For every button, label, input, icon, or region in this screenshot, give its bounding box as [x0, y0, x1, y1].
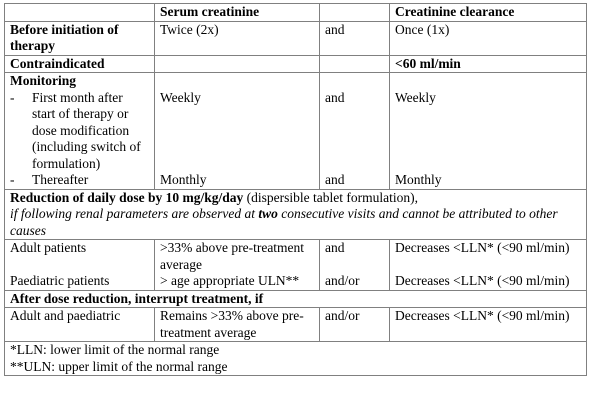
row: After dose reduction, interrupt treatmen… [4, 289, 587, 308]
footnote: *LLN: lower limit of the normal range [10, 342, 220, 357]
footnotes: *LLN: lower limit of the normal range **… [4, 341, 587, 376]
row: Before initiation of therapy Twice (2x) … [4, 20, 587, 56]
header-cell: Serum creatinine [154, 3, 320, 22]
cell [319, 54, 390, 73]
cell: and [319, 20, 390, 56]
cell [319, 3, 390, 22]
section-heading: After dose reduction, interrupt treatmen… [4, 289, 587, 308]
list-item: - First month after start of therapy or d… [10, 90, 149, 173]
row-label: Adult patients [4, 239, 155, 273]
cell [154, 54, 320, 73]
cell: Twice (2x) [154, 20, 320, 56]
row: Adult patients >33% above pre-treatment … [4, 239, 587, 273]
cell: and [319, 172, 390, 190]
footnote: **ULN: upper limit of the normal range [10, 358, 228, 374]
item-label: Thereafter [32, 172, 89, 187]
emphasis: two [258, 206, 278, 221]
cell [319, 72, 390, 90]
row-label: Before initiation of therapy [4, 20, 155, 56]
cell: - Thereafter [4, 172, 155, 190]
marker: - [10, 89, 15, 105]
cell: Decreases <LLN* (<90 ml/min) [389, 307, 587, 342]
row: *LLN: lower limit of the normal range **… [4, 341, 587, 376]
heading: Reduction of daily dose by 10 mg/kg/day [10, 189, 244, 205]
item-label: First month after start of therapy or do… [32, 89, 141, 171]
row-label: Monitoring [4, 72, 155, 90]
cell: Once (1x) [389, 20, 587, 56]
section-heading: Reduction of daily dose by 10 mg/kg/day … [4, 188, 587, 240]
cell: Weekly [154, 89, 320, 172]
cell: and/or [319, 307, 390, 342]
list-item: - Thereafter [10, 172, 149, 189]
text: if following renal parameters are observ… [10, 206, 259, 221]
marker: - [10, 172, 15, 187]
cell: Decreases <LLN* (<90 ml/min) [389, 239, 587, 273]
cell: > age appropriate ULN** [154, 273, 320, 291]
cell: >33% above pre-treatment average [154, 239, 320, 273]
row: - First month after start of therapy or d… [4, 89, 587, 173]
cell: Weekly [389, 89, 587, 172]
row-label: Paediatric patients [4, 273, 155, 291]
condition: if following renal parameters are observ… [10, 206, 581, 239]
row: Paediatric patients > age appropriate UL… [4, 273, 587, 291]
monitoring-table: Serum creatinine Creatinine clearance Be… [4, 3, 587, 376]
row-label: Adult and paediatric [4, 307, 155, 342]
header-row: Serum creatinine Creatinine clearance [4, 3, 587, 22]
row: Reduction of daily dose by 10 mg/kg/day … [4, 188, 587, 240]
cell: Monthly [389, 172, 587, 190]
cell [154, 72, 320, 90]
row: - Thereafter Monthly and Monthly [4, 172, 587, 190]
cell: <60 ml/min [389, 54, 587, 73]
header-cell: Creatinine clearance [389, 3, 587, 22]
row: Adult and paediatric Remains >33% above … [4, 307, 587, 342]
row: Monitoring [4, 72, 587, 90]
cell: - First month after start of therapy or d… [4, 89, 155, 173]
cell: and/or [319, 273, 390, 291]
heading-line: Reduction of daily dose by 10 mg/kg/day … [10, 190, 581, 207]
cell [389, 72, 587, 90]
cell: Monthly [154, 172, 320, 190]
heading-note: (dispersible tablet formulation), [243, 189, 418, 205]
cell: Remains >33% above pre-treatment average [154, 307, 320, 342]
cell: and [319, 239, 390, 273]
cell: Decreases <LLN* (<90 ml/min) [389, 273, 587, 291]
cell [4, 3, 155, 22]
cell: and [319, 89, 390, 172]
text: consecutive visits and cannot be attribu… [10, 206, 558, 238]
row-label: Contraindicated [4, 54, 155, 73]
row: Contraindicated <60 ml/min [4, 54, 587, 73]
